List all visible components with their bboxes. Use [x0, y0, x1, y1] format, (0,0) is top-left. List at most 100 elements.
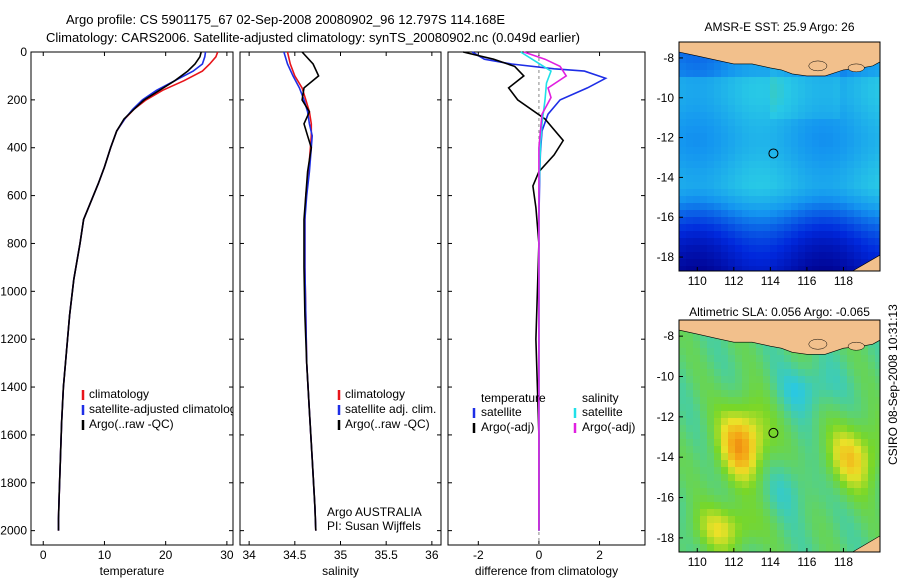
sla_map-cell	[798, 509, 806, 517]
sst_map-cell	[833, 196, 841, 204]
sst_map-cell	[805, 252, 813, 260]
sst_map-cell	[826, 203, 834, 211]
sla_map-cell	[847, 418, 855, 426]
sst_map-cell	[693, 161, 701, 169]
sst_map-cell	[798, 224, 806, 232]
sla_map-cell	[756, 439, 764, 447]
sst_map-cell	[749, 189, 757, 197]
sst_map-cell	[756, 133, 764, 141]
sst_map-cell	[679, 154, 687, 162]
sla_map-cell	[714, 516, 722, 524]
sst_map-cell	[728, 252, 736, 260]
sla_map-cell	[707, 439, 715, 447]
sst_map-cell	[700, 56, 708, 64]
sla_map-cell	[777, 411, 785, 419]
sla_map-cell	[791, 502, 799, 510]
sst_map-cell	[840, 217, 848, 225]
sst_map-cell	[707, 168, 715, 176]
sla_map-cell	[833, 432, 841, 440]
sla_map-cell	[784, 446, 792, 454]
sla_map-cell	[770, 530, 778, 538]
sla_map-cell	[735, 523, 743, 531]
sla_map-cell	[728, 439, 736, 447]
temperature-legend-label: Argo(..raw -QC)	[89, 417, 174, 431]
difference-axes-frame	[447, 51, 646, 546]
sst_map-cell	[861, 203, 869, 211]
sla_map-cell	[700, 453, 708, 461]
sla_map-cell	[749, 446, 757, 454]
sst_map-cell	[714, 84, 722, 92]
sla_map-cell	[707, 502, 715, 510]
sla_map-cell	[770, 544, 778, 552]
sla_map-cell	[854, 502, 862, 510]
sst_map-cell	[868, 203, 876, 211]
sla_map-cell	[693, 390, 701, 398]
sla_map-frame	[678, 319, 881, 553]
sst_map-cell	[770, 217, 778, 225]
sla_map-cell	[777, 383, 785, 391]
sst_map-cell	[868, 238, 876, 246]
sla_map-cell	[854, 390, 862, 398]
sla_map-cell	[693, 425, 701, 433]
sst_map-cell	[819, 77, 827, 85]
sla_map-cell	[686, 369, 694, 377]
sst_map-cell	[693, 175, 701, 183]
sst_map-cell	[693, 91, 701, 99]
sla_map-cell	[679, 530, 687, 538]
sla_map-cell	[826, 537, 834, 545]
sst_map-cell	[756, 259, 764, 267]
sla_map-cell	[770, 411, 778, 419]
sst_map-cell	[833, 168, 841, 176]
sla_map-cell	[812, 446, 820, 454]
sst_map-cell	[875, 161, 881, 169]
sla_map-cell	[805, 425, 813, 433]
sla_map-cell	[700, 495, 708, 503]
sst_map-cell	[819, 168, 827, 176]
sla_map-cell	[875, 467, 881, 475]
sst_map-cell	[735, 196, 743, 204]
sst_map-cell	[833, 217, 841, 225]
sst_map-cell	[812, 140, 820, 148]
sla_map-cell	[693, 502, 701, 510]
sst_map-cell	[714, 182, 722, 190]
sla_map-cell	[784, 439, 792, 447]
sst_map-cell	[840, 84, 848, 92]
sst_map-cell	[812, 189, 820, 197]
sla_map-cell	[728, 509, 736, 517]
sla_map-cell	[805, 467, 813, 475]
sla_map-cell	[756, 516, 764, 524]
sla_map-cell	[805, 509, 813, 517]
sst_map-cell	[805, 245, 813, 253]
sla_map-cell	[714, 397, 722, 405]
sst_map-cell	[749, 133, 757, 141]
sst_map-cell	[840, 238, 848, 246]
sla_map-cell	[868, 369, 876, 377]
sst_map-cell	[805, 189, 813, 197]
sst_map-cell	[777, 133, 785, 141]
sla_map-cell	[812, 544, 820, 552]
diff-legend-salinity-heading: salinity	[582, 391, 619, 405]
sst_map-cell	[756, 203, 764, 211]
sla_map-cell	[756, 341, 764, 349]
sst_map-cell	[791, 147, 799, 155]
sla_map-cell	[777, 418, 785, 426]
sla_map-cell	[756, 523, 764, 531]
sla_map-cell	[777, 509, 785, 517]
sst_map-cell	[728, 203, 736, 211]
sla_map-cell	[770, 432, 778, 440]
sst_map-cell	[833, 140, 841, 148]
sst_map-cell	[854, 147, 862, 155]
sst_map-cell	[805, 238, 813, 246]
sla_map-cell	[763, 509, 771, 517]
sst_map-cell	[693, 63, 701, 71]
sla_map-cell	[749, 369, 757, 377]
sst_map-cell	[707, 56, 715, 64]
sla_map-cell	[693, 467, 701, 475]
sst_map-cell	[784, 70, 792, 78]
salinity-xtick-label: 36	[425, 548, 439, 562]
sla_map-cell	[707, 390, 715, 398]
sst_map-cell	[700, 245, 708, 253]
sla_map-cell	[728, 404, 736, 412]
sst_map-cell	[833, 175, 841, 183]
sst_map-cell	[819, 259, 827, 267]
